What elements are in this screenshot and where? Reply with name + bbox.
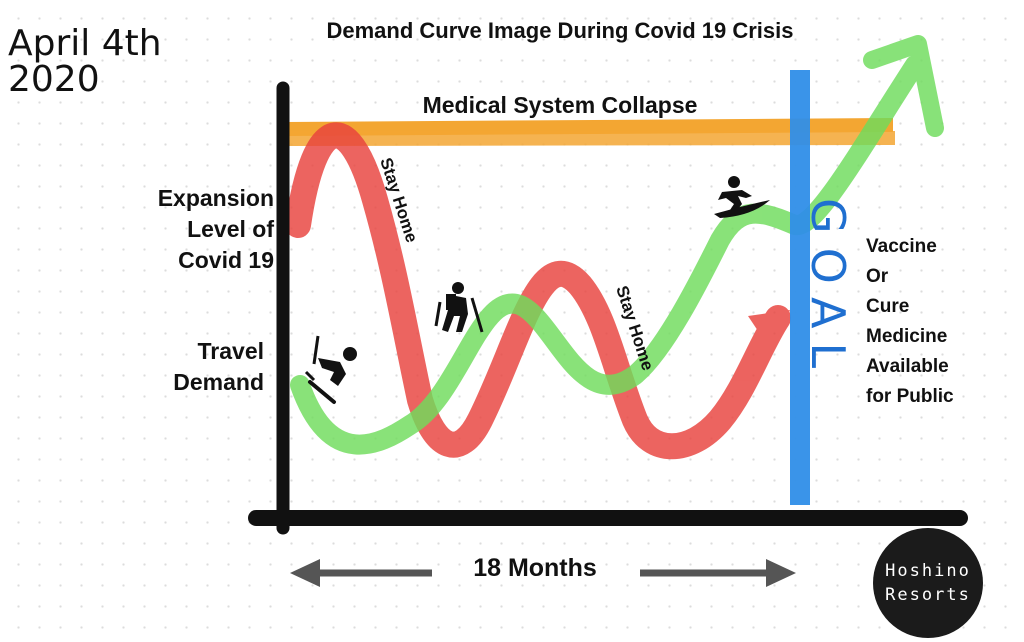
vaccine-label-line: Medicine (866, 326, 948, 347)
months-arrows (290, 559, 796, 587)
date-line-1: April 4th (8, 23, 162, 64)
vaccine-label-line: Available (866, 356, 949, 377)
goal-line (790, 70, 810, 505)
goal-label: GOAL (801, 198, 855, 382)
travel-demand-label: Travel Demand (130, 336, 264, 398)
expansion-label-line: Expansion (157, 185, 274, 211)
vaccine-label-line: for Public (866, 386, 954, 407)
vaccine-label-line: Or (866, 266, 889, 287)
logo-line-2: Resorts (885, 585, 971, 605)
collapse-band (286, 118, 895, 146)
axes (248, 81, 968, 535)
expansion-label-line: Level of (187, 216, 274, 242)
collapse-label: Medical System Collapse (422, 92, 698, 118)
hoshino-resorts-logo: Hoshino Resorts (873, 528, 983, 638)
expansion-label-line: Covid 19 (178, 247, 274, 273)
surfer-icon (714, 176, 770, 218)
expansion-label: Expansion Level of Covid 19 (120, 183, 274, 276)
date-label: April 4th 2020 (8, 26, 162, 98)
covid-curve (285, 122, 791, 460)
logo-line-1: Hoshino (885, 561, 971, 581)
vaccine-label-line: Cure (866, 296, 910, 317)
date-line-2: 2020 (8, 59, 100, 100)
diagram-title: Demand Curve Image During Covid 19 Crisi… (326, 18, 794, 43)
vaccine-label-line: Vaccine (866, 236, 937, 257)
skier-icon (304, 335, 357, 404)
vaccine-label: Vaccine Or Cure Medicine Available for P… (866, 232, 954, 412)
travel-label-line: Demand (173, 369, 264, 395)
travel-label-line: Travel (197, 338, 265, 364)
hiker-icon (434, 282, 484, 333)
months-label: 18 Months (473, 554, 597, 582)
